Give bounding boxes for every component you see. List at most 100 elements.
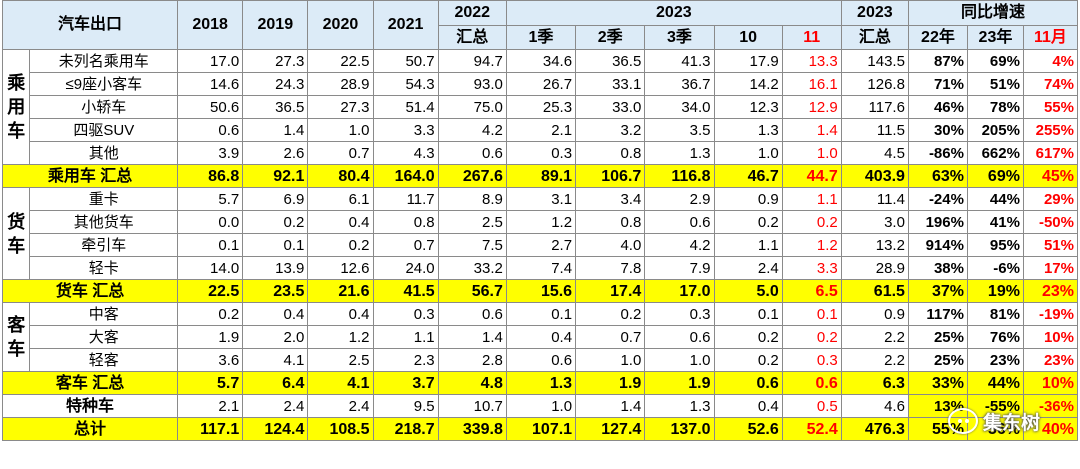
- table-cell: 1.4: [781, 118, 842, 142]
- table-cell: 0.1: [242, 233, 309, 257]
- table-cell: 6.9: [242, 187, 309, 211]
- table-cell: 0.6: [177, 118, 244, 142]
- table-cell: 4.1: [242, 348, 309, 372]
- table-cell: 37%: [907, 279, 968, 303]
- table-cell: 14.6: [177, 72, 244, 96]
- table-cell: 17%: [1022, 256, 1079, 280]
- table-cell: 28.9: [307, 72, 374, 96]
- table-cell: 1.0: [713, 141, 783, 165]
- table-cell: 0.2: [307, 233, 374, 257]
- table-row: 货车 重卡 5.7 6.9 6.1 11.7 8.9 3.1 3.4 2.9 0.9 1.1 11.4-…: [1, 187, 1079, 280]
- table-cell: 2.4: [242, 394, 309, 418]
- header-q2: 2季: [575, 25, 646, 50]
- table-cell: 12.9: [781, 95, 842, 119]
- table-cell: 21.6: [307, 279, 374, 303]
- row-label: 轻卡: [29, 256, 179, 280]
- table-cell: 116.8: [644, 164, 715, 188]
- table-cell: -50%: [1022, 210, 1079, 234]
- table-cell: 196%: [907, 210, 968, 234]
- table-cell: 22.5: [177, 279, 244, 303]
- table-cell: 46%: [907, 95, 968, 119]
- table-cell: 29%: [1022, 187, 1079, 211]
- table-cell: 69%: [966, 49, 1024, 73]
- table-cell: 1.1: [781, 187, 842, 211]
- table-cell: 4.1: [307, 371, 374, 395]
- table-cell: 255%: [1022, 118, 1079, 142]
- table-cell: 69%: [966, 164, 1024, 188]
- table-cell: 0.4: [713, 394, 783, 418]
- table-cell: 5.7: [177, 187, 244, 211]
- table-cell: 27.3: [242, 49, 309, 73]
- header-2023-sum: 2023: [840, 0, 909, 26]
- table-cell: 617%: [1022, 141, 1079, 165]
- table-cell: 13.2: [840, 233, 909, 257]
- table-cell: 4.6: [840, 394, 909, 418]
- table-cell: 6.1: [307, 187, 374, 211]
- table-cell: 33%: [907, 371, 968, 395]
- table-cell: 50.7: [372, 49, 439, 73]
- table-cell: 44.7: [781, 164, 842, 188]
- table-cell: 14.0: [177, 256, 244, 280]
- table-cell: 50.6: [177, 95, 244, 119]
- table-cell: -86%: [907, 141, 968, 165]
- row-label: 四驱SUV: [29, 118, 179, 142]
- table-cell: 13.3: [781, 49, 842, 73]
- table-cell: 0.6: [437, 141, 507, 165]
- table-cell: 0.6: [644, 325, 715, 349]
- table-cell: 0.4: [242, 302, 309, 326]
- table-cell: 4%: [1022, 49, 1079, 73]
- table-cell: 106.7: [575, 164, 646, 188]
- table-cell: 34.0: [644, 95, 715, 119]
- table-cell: 7.5: [437, 233, 507, 257]
- table-cell: 662%: [966, 141, 1024, 165]
- row-label: 未列名乘用车: [29, 49, 179, 73]
- table-cell: 0.6: [505, 348, 577, 372]
- table-cell: 1.0: [575, 348, 646, 372]
- table-cell: 92.1: [242, 164, 309, 188]
- table-cell: 1.2: [505, 210, 577, 234]
- table-cell: 46.7: [713, 164, 783, 188]
- table-cell: 143.5: [840, 49, 909, 73]
- table-cell: 0.2: [242, 210, 309, 234]
- row-label: 小轿车: [29, 95, 179, 119]
- table-cell: -6%: [966, 256, 1024, 280]
- header-2022-sum: 汇总: [437, 25, 507, 50]
- group-label: 货车: [1, 187, 31, 280]
- table-cell: 127.4: [575, 417, 646, 441]
- table-cell: 1.4: [437, 325, 507, 349]
- table-cell: 0.4: [505, 325, 577, 349]
- table-cell: 117.6: [840, 95, 909, 119]
- table-cell: 2.5: [437, 210, 507, 234]
- table-cell: 61.5: [840, 279, 909, 303]
- table-cell: 2.2: [840, 325, 909, 349]
- table-cell: 0.8: [575, 141, 646, 165]
- table-cell: 14.2: [713, 72, 783, 96]
- table-cell: 51%: [966, 72, 1024, 96]
- table-cell: -24%: [907, 187, 968, 211]
- table-cell: 23.5: [242, 279, 309, 303]
- header-yoy22: 22年: [907, 25, 968, 50]
- table-cell: 2.4: [307, 394, 374, 418]
- table-cell: -36%: [1022, 394, 1079, 418]
- table-cell: 19%: [966, 279, 1024, 303]
- table-cell: 205%: [966, 118, 1024, 142]
- table-cell: 8.9: [437, 187, 507, 211]
- table-cell: 16.1: [781, 72, 842, 96]
- table-cell: 52.6: [713, 417, 783, 441]
- table-cell: 6.4: [242, 371, 309, 395]
- table-cell: 218.7: [372, 417, 439, 441]
- header-2022: 2022: [437, 0, 507, 26]
- table-cell: 0.1: [713, 302, 783, 326]
- table-row: 客车 汇总 5.7 6.4 4.1 3.7 4.8 1.3 1.9 1.9 0.6 0.6 6.3 33…: [1, 371, 1079, 395]
- table-cell: 117%: [907, 302, 968, 326]
- table-row: 轻卡 14.0 13.9 12.6 24.0 33.2 7.4 7.8 7.9 2.4 3.3 28.…: [3, 256, 1079, 280]
- row-label: 牵引车: [29, 233, 179, 257]
- table-cell: 11.5: [840, 118, 909, 142]
- table-cell: 33.2: [437, 256, 507, 280]
- table-cell: 75.0: [437, 95, 507, 119]
- table-cell: 34.6: [505, 49, 577, 73]
- table-cell: -19%: [1022, 302, 1079, 326]
- table-cell: 2.1: [505, 118, 577, 142]
- table-cell: 17.0: [644, 279, 715, 303]
- table-cell: 74%: [1022, 72, 1079, 96]
